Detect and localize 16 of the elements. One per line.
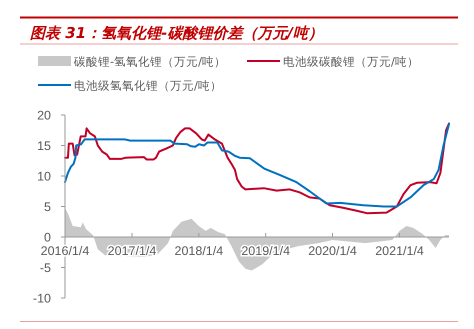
y-tick-label: 10: [37, 170, 52, 184]
x-tick-label: 2018/1/4: [174, 244, 224, 258]
y-tick-label: 5: [44, 200, 52, 214]
x-tick-label: 2017/1/4: [108, 244, 156, 258]
legend-label: 碳酸锂-氢氧化锂（万元/吨）: [73, 54, 226, 68]
x-tick-label: 2021/1/4: [375, 244, 424, 258]
y-tick-label: -10: [32, 292, 52, 306]
y-tick-label: 20: [37, 108, 52, 122]
y-tick-label: 0: [44, 230, 52, 244]
chart-title: 图表 31：氢氧化锂-碳酸锂价差（万元/吨）: [30, 24, 323, 42]
y-tick-label: 15: [37, 139, 52, 153]
x-tick-label: 2019/1/4: [241, 244, 290, 258]
legend-label: 电池级氢氧化锂（万元/吨）: [74, 78, 222, 92]
x-tick-label: 2020/1/4: [308, 244, 357, 258]
legend-label: 电池级碳酸锂（万元/吨）: [283, 54, 419, 68]
y-tick-label: -5: [40, 261, 52, 275]
